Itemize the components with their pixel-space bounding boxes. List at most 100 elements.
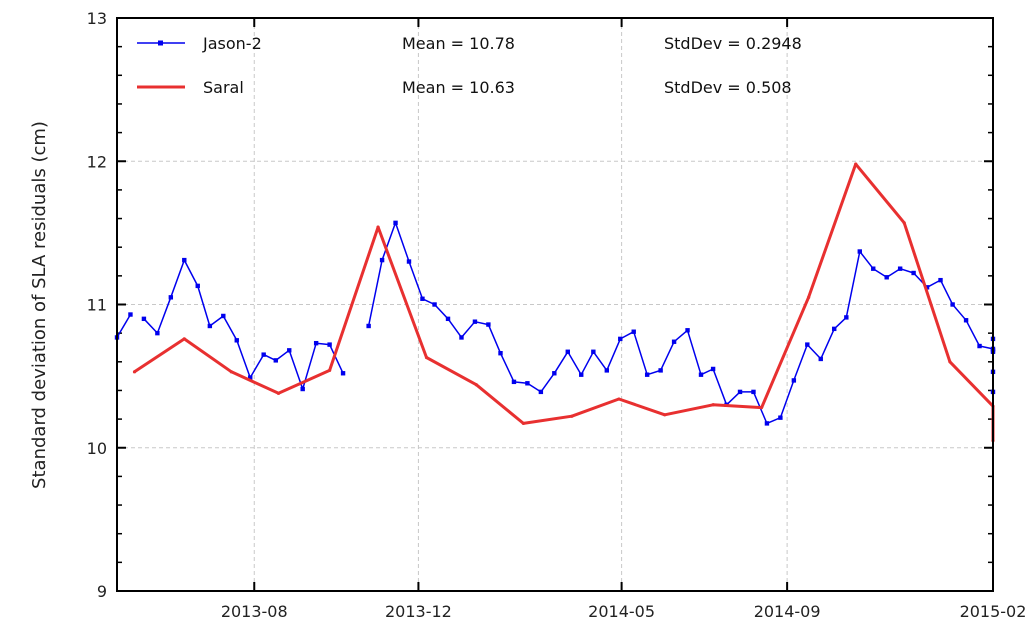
data-point bbox=[791, 378, 797, 383]
data-point bbox=[778, 415, 783, 420]
data-point bbox=[132, 370, 137, 374]
data-point bbox=[604, 368, 610, 373]
data-point bbox=[486, 322, 491, 327]
data-point bbox=[379, 257, 385, 263]
data-point bbox=[565, 349, 570, 354]
data-point bbox=[207, 323, 213, 329]
data-point bbox=[340, 371, 346, 376]
data-point bbox=[511, 379, 517, 385]
data-point bbox=[128, 312, 133, 317]
data-point bbox=[617, 397, 621, 401]
data-point bbox=[948, 360, 952, 364]
x-tick-label: 2013-08 bbox=[221, 602, 288, 621]
data-point bbox=[155, 330, 160, 336]
data-point bbox=[287, 348, 292, 353]
data-point bbox=[248, 375, 253, 380]
data-point bbox=[911, 270, 916, 276]
data-point bbox=[276, 391, 281, 395]
data-point bbox=[854, 162, 858, 166]
series-line bbox=[367, 222, 994, 425]
x-tick-label: 2015-02 bbox=[960, 602, 1027, 621]
data-point bbox=[698, 372, 704, 377]
data-point bbox=[538, 389, 544, 395]
data-point bbox=[195, 283, 200, 289]
series-line bbox=[143, 259, 344, 390]
plot-frame bbox=[116, 17, 994, 592]
data-point bbox=[963, 318, 969, 323]
data-point bbox=[938, 277, 943, 283]
data-point bbox=[229, 370, 233, 374]
legend-mean-saral: Mean = 10.63 bbox=[402, 78, 515, 97]
data-point bbox=[521, 421, 525, 425]
tick-labels: 9 10 11 12 13 2013-08 2013-12 2014-05 2014-09 201… bbox=[87, 9, 1027, 621]
data-point bbox=[631, 329, 636, 334]
y-tick-label: 12 bbox=[87, 152, 107, 171]
data-point bbox=[759, 406, 764, 410]
y-axis-label: Standard deviation of SLA residuals (cm) bbox=[29, 121, 50, 489]
data-point bbox=[313, 340, 319, 346]
data-point bbox=[844, 315, 849, 320]
legend-label-saral: Saral bbox=[203, 78, 244, 97]
data-point bbox=[671, 339, 677, 344]
y-tick-label: 10 bbox=[87, 439, 107, 458]
data-point bbox=[902, 221, 906, 225]
data-point bbox=[710, 366, 716, 372]
data-point bbox=[366, 323, 371, 329]
data-point bbox=[552, 371, 557, 376]
data-point bbox=[857, 249, 862, 254]
data-point bbox=[432, 302, 437, 307]
data-point bbox=[141, 316, 147, 322]
data-point bbox=[525, 381, 530, 386]
data-point bbox=[807, 295, 811, 299]
data-point bbox=[234, 338, 239, 343]
legend-mean-jason2: Mean = 10.78 bbox=[402, 34, 515, 53]
x-tick-label: 2013-12 bbox=[385, 602, 452, 621]
y-tick-label: 9 bbox=[97, 582, 107, 601]
data-point bbox=[897, 266, 903, 271]
data-point bbox=[459, 335, 464, 340]
data-point bbox=[924, 285, 930, 290]
data-point bbox=[644, 372, 650, 377]
data-point bbox=[168, 295, 174, 300]
data-point bbox=[685, 328, 690, 333]
data-point bbox=[182, 257, 187, 263]
series-saral bbox=[132, 162, 995, 443]
data-point bbox=[950, 302, 955, 307]
data-point bbox=[393, 220, 398, 226]
series-jason-2 bbox=[114, 220, 996, 426]
data-point bbox=[884, 275, 889, 280]
legend-label-jason2: Jason-2 bbox=[202, 34, 262, 53]
legend-marker-jason2 bbox=[158, 40, 163, 46]
data-point bbox=[328, 368, 332, 372]
data-point bbox=[618, 336, 623, 342]
data-point bbox=[261, 352, 266, 357]
data-point bbox=[591, 349, 596, 354]
x-tick-label: 2014-09 bbox=[754, 602, 821, 621]
data-point bbox=[579, 372, 584, 377]
grid-lines bbox=[117, 18, 993, 591]
data-point bbox=[300, 386, 305, 392]
data-point bbox=[751, 389, 756, 395]
legend-std-jason2: StdDev = 0.2948 bbox=[664, 34, 802, 53]
data-point bbox=[871, 266, 876, 271]
legend-std-saral: StdDev = 0.508 bbox=[664, 78, 792, 97]
data-point bbox=[764, 421, 770, 426]
data-point bbox=[474, 383, 478, 387]
series-line bbox=[116, 314, 132, 338]
y-tick-label: 11 bbox=[87, 296, 107, 315]
x-tick-label: 2014-05 bbox=[588, 602, 655, 621]
series-lines bbox=[114, 162, 996, 443]
data-point bbox=[818, 356, 823, 362]
data-point bbox=[663, 413, 667, 417]
data-point bbox=[376, 225, 380, 229]
data-point bbox=[570, 414, 574, 418]
data-point bbox=[977, 343, 982, 349]
data-point bbox=[424, 355, 429, 360]
data-point bbox=[498, 351, 503, 356]
legend: Jason-2 Mean = 10.78 StdDev = 0.2948 Sar… bbox=[137, 34, 802, 97]
y-tick-label: 13 bbox=[87, 9, 107, 28]
data-point bbox=[406, 259, 412, 264]
data-point bbox=[327, 342, 332, 347]
data-point bbox=[221, 313, 226, 319]
